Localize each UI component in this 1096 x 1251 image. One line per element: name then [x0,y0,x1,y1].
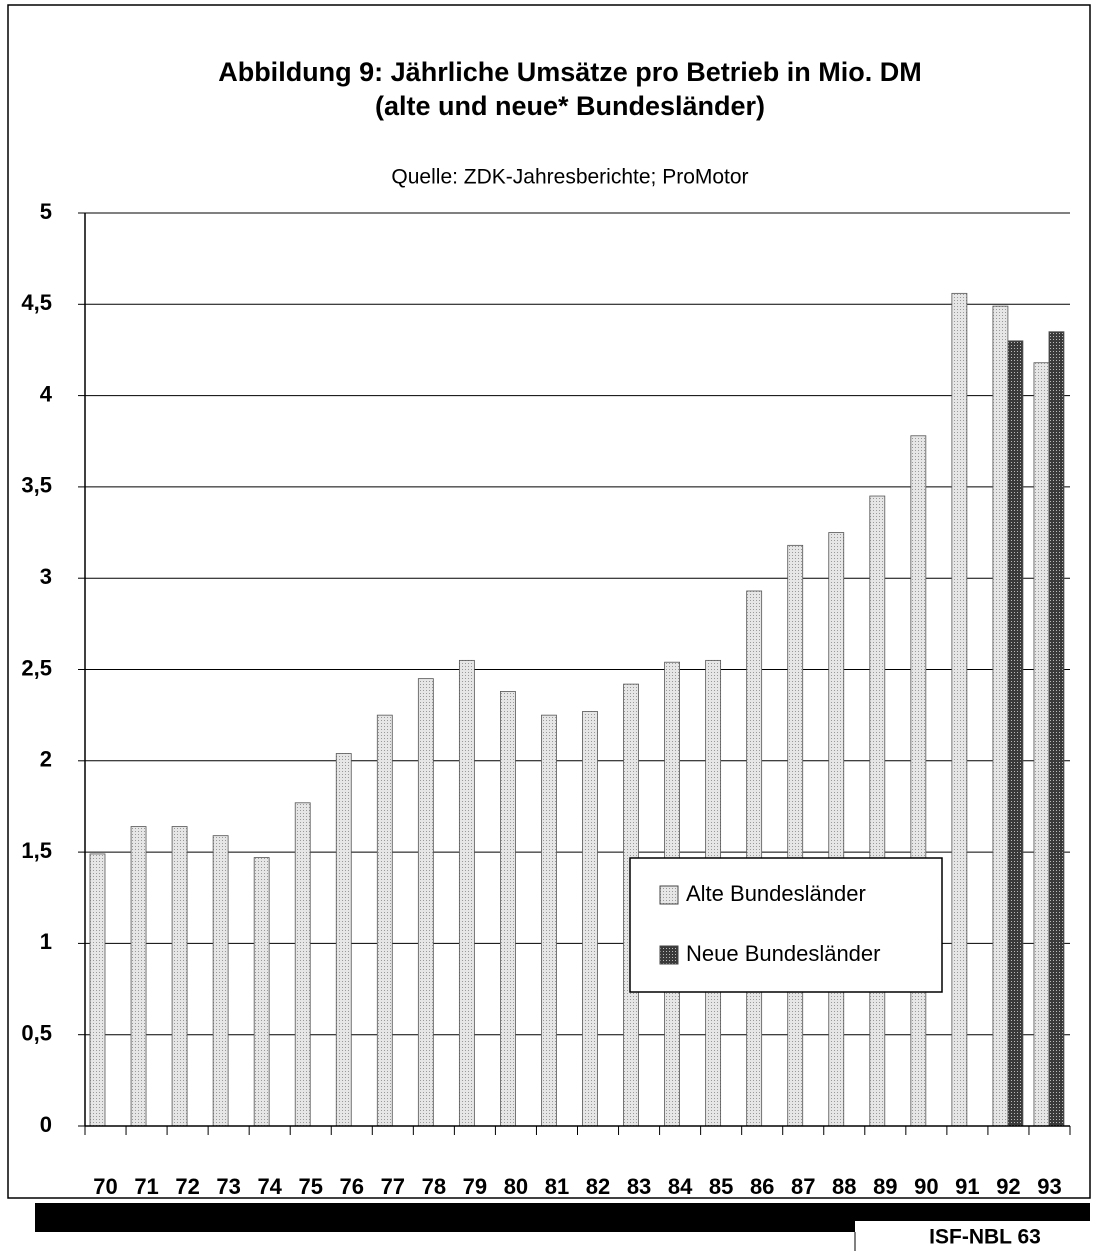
x-tick-label: 77 [381,1174,405,1199]
y-tick-label: 2 [40,747,52,772]
legend-label: Neue Bundesländer [686,941,880,966]
y-tick-label: 0,5 [21,1021,52,1046]
bar [130,826,147,1127]
x-tick-label: 84 [668,1174,693,1199]
x-tick-label: 72 [175,1174,199,1199]
bar [253,857,270,1127]
chart-title: Abbildung 9: Jährliche Umsätze pro Betri… [218,57,922,87]
x-tick-label: 75 [298,1174,322,1199]
bar [335,753,352,1127]
legend-box [629,857,943,993]
y-tick-label: 4,5 [21,290,52,315]
x-tick-label: 79 [463,1174,487,1199]
bar [417,678,434,1127]
bar [171,826,188,1127]
x-tick-label: 81 [545,1174,569,1199]
bar [910,435,927,1127]
x-tick-label: 93 [1037,1174,1061,1199]
bar [869,495,886,1127]
bar [828,532,845,1127]
x-tick-label: 88 [832,1174,856,1199]
footer-bar [35,1203,1090,1221]
x-tick-label: 70 [93,1174,117,1199]
x-tick-label: 78 [422,1174,446,1199]
x-tick-label: 80 [504,1174,528,1199]
y-tick-label: 1,5 [21,838,52,863]
bar [89,853,106,1127]
frame [7,4,1091,1199]
bar [787,544,804,1127]
chart-title: (alte und neue* Bundesländer) [375,91,765,121]
y-tick-label: 5 [40,199,52,224]
legend-swatch [659,945,679,965]
bar [376,714,393,1127]
legend-label: Alte Bundesländer [686,881,866,906]
y-tick-label: 3 [40,564,52,589]
bar [582,711,598,1127]
x-tick-label: 82 [586,1174,610,1199]
bar [541,714,557,1127]
x-tick-label: 83 [627,1174,651,1199]
x-tick-label: 89 [873,1174,897,1199]
x-tick-label: 85 [709,1174,733,1199]
bar [458,659,475,1127]
legend-swatch [659,885,679,905]
x-tick-label: 73 [216,1174,240,1199]
x-tick-label: 92 [996,1174,1020,1199]
bar [992,305,1009,1127]
x-tick-label: 71 [134,1174,158,1199]
bar [1048,331,1065,1127]
x-tick-label: 90 [914,1174,938,1199]
x-tick-label: 87 [791,1174,815,1199]
y-tick-label: 1 [40,929,52,954]
y-tick-label: 2,5 [21,655,52,680]
y-tick-label: 0 [40,1112,52,1137]
bar [212,835,229,1127]
bar [294,802,311,1127]
bar [500,691,516,1127]
y-tick-label: 3,5 [21,473,52,498]
x-tick-label: 91 [955,1174,979,1199]
x-tick-label: 74 [257,1174,282,1199]
footer-label: ISF-NBL 63 [929,1226,1041,1249]
y-tick-label: 4 [40,381,53,406]
bar [1007,340,1024,1127]
chart-subtitle: Quelle: ZDK-Jahresberichte; ProMotor [391,166,748,189]
footer-bar [35,1220,855,1232]
bar [1033,362,1050,1127]
bar [951,292,968,1127]
x-tick-label: 86 [750,1174,774,1199]
x-tick-label: 76 [340,1174,364,1199]
